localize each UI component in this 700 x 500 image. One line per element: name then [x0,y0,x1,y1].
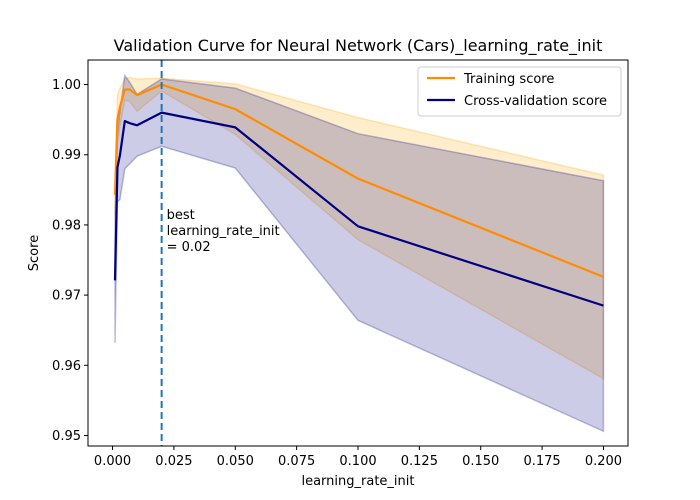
series-line-1 [113,111,604,307]
x-tick-label: 0.200 [585,454,622,469]
chart-title: Validation Curve for Neural Network (Car… [114,36,603,56]
y-tick-label: 0.97 [52,289,81,304]
confidence-band-0 [114,76,605,380]
best-annotation-line-1: learning_rate_init [167,224,280,239]
x-tick-label: 0.025 [155,454,192,469]
x-tick-label: 0.050 [217,454,254,469]
x-tick-label: 0.100 [339,454,376,469]
x-axis-ticks: 0.000 0.025 0.050 0.075 0.100 0.125 0.150 0.175… [94,446,622,469]
x-tick-label: 0.175 [523,454,560,469]
y-tick-label: 0.99 [52,148,81,163]
y-tick-label: 0.95 [52,429,81,444]
series-lines [113,83,604,307]
confidence-bands [114,73,605,433]
y-axis-ticks: 0.95 0.96 0.97 0.98 0.99 1.00 [52,78,88,444]
best-annotation-line-0: best [167,208,195,223]
y-axis-title: Score [27,235,42,271]
legend-label-training: Training score [463,72,554,87]
y-tick-label: 0.98 [52,218,81,233]
best-annotation-line-2: = 0.02 [167,240,211,255]
x-axis-title: learning_rate_init [301,474,414,489]
x-tick-label: 0.125 [401,454,438,469]
y-tick-label: 1.00 [52,78,81,93]
legend-box [417,66,622,117]
x-tick-label: 0.150 [462,454,499,469]
series-line-0 [113,83,604,278]
confidence-band-1 [114,73,605,433]
x-tick-label: 0.000 [94,454,131,469]
legend: Training score Cross-validation score [417,66,622,117]
x-tick-label: 0.075 [278,454,315,469]
legend-label-cross-validation: Cross-validation score [464,94,607,109]
y-tick-label: 0.96 [52,359,81,374]
